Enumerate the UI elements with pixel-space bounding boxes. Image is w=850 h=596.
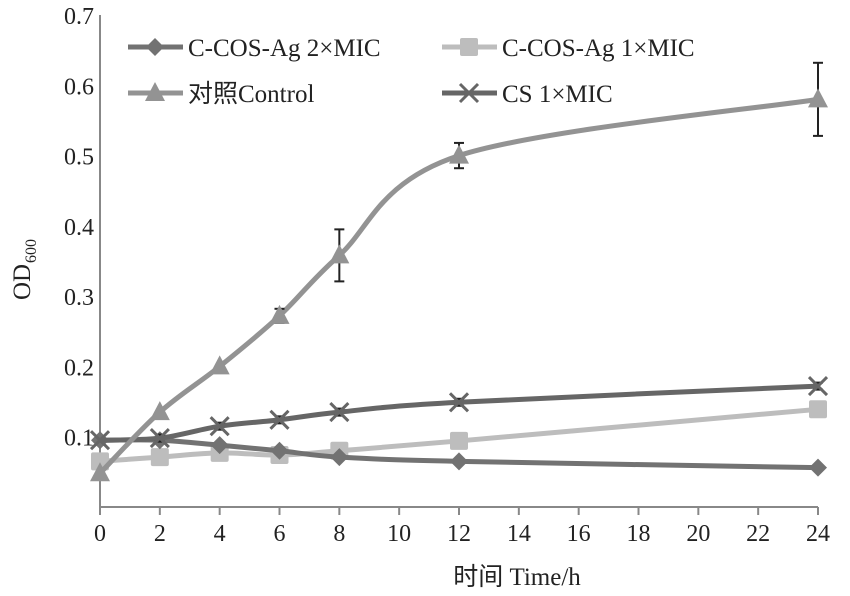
data-point-diamond [809, 458, 827, 477]
x-tick-label: 8 [333, 521, 345, 547]
data-point-triangle [90, 462, 110, 482]
data-point-triangle [269, 304, 290, 324]
data-point-x [448, 392, 470, 413]
data-point-diamond [450, 452, 468, 471]
x-tick-label: 0 [94, 521, 106, 547]
legend-marker-square [460, 38, 478, 56]
x-marker-stroke [458, 82, 480, 104]
x-marker-stroke [89, 430, 111, 451]
legend-label: C-COS-Ag 1×MIC [502, 35, 695, 62]
y-tick-label: 0.7 [64, 4, 94, 30]
legend-item: C-COS-Ag 1×MIC [442, 35, 695, 62]
y-axis-label-main: OD [9, 264, 36, 300]
y-tick-label: 0.2 [64, 355, 94, 381]
legend-label: 对照Control [188, 80, 314, 108]
x-tick-label: 6 [274, 521, 286, 547]
data-point-triangle [808, 88, 828, 108]
data-point-x [329, 402, 350, 423]
series-line [99, 383, 819, 443]
data-point-square [150, 448, 169, 467]
x-tick-label: 4 [214, 521, 226, 547]
legend-label: CS 1×MIC [502, 81, 613, 108]
legend: C-COS-Ag 2×MIC C-COS-Ag 1×MIC 对照Control CS … [128, 35, 695, 108]
x-tick-label: 22 [746, 521, 770, 547]
x-marker-stroke [209, 416, 230, 437]
y-axis-label-sub: 600 [23, 239, 40, 263]
legend-item: C-COS-Ag 2×MIC [128, 35, 381, 62]
data-point-x [89, 430, 111, 451]
x-tick-label: 14 [507, 521, 531, 547]
legend-marker-x [458, 82, 480, 104]
data-point-x [209, 416, 230, 437]
x-tick-label: 16 [567, 521, 591, 547]
legend-item: CS 1×MIC [442, 81, 613, 108]
data-point-triangle [449, 144, 469, 164]
x-tick-label: 18 [627, 521, 651, 547]
x-axis-label: 时间 Time/h [453, 563, 581, 591]
y-tick-label: 0.1 [64, 426, 94, 452]
series-line [99, 406, 819, 464]
data-point-triangle [329, 244, 350, 264]
series-line [98, 96, 819, 476]
legend-marker-diamond [146, 38, 164, 56]
series-line [99, 437, 819, 471]
x-tick-label: 12 [447, 521, 471, 547]
data-point-diamond [210, 436, 229, 455]
x-marker-stroke [448, 392, 470, 413]
legend-marker-triangle [145, 82, 165, 101]
data-point-triangle [149, 401, 170, 421]
data-point-x [807, 376, 829, 397]
x-tick-label: 20 [686, 521, 710, 547]
data-point-x [149, 428, 170, 449]
x-tick-label: 2 [154, 521, 166, 547]
x-marker-stroke [807, 376, 829, 397]
data-point-square [450, 431, 468, 450]
axes: 0 2 4 6 8 10 12 14 16 18 20 22 240.10.20.30.40.50.60… [64, 4, 830, 547]
series-group [89, 61, 829, 482]
y-axis-label: OD 600 [9, 239, 40, 300]
series-triangle [90, 61, 828, 482]
data-point-x [269, 409, 290, 430]
x-marker-stroke [329, 402, 350, 423]
y-tick-label: 0.5 [64, 145, 94, 171]
data-point-square [809, 400, 827, 419]
series-x [89, 376, 829, 451]
y-tick-label: 0.3 [64, 285, 94, 311]
x-tick-label: 10 [387, 521, 411, 547]
data-point-diamond [270, 441, 289, 460]
x-marker-stroke [269, 409, 290, 430]
legend-item: 对照Control [128, 80, 314, 108]
y-tick-label: 0.4 [64, 215, 94, 241]
y-tick-label: 0.6 [64, 74, 94, 100]
x-tick-label: 24 [806, 521, 830, 547]
data-point-triangle [209, 355, 230, 375]
legend-label: C-COS-Ag 2×MIC [188, 35, 381, 62]
data-point-diamond [330, 448, 349, 467]
x-marker-stroke [149, 428, 170, 449]
